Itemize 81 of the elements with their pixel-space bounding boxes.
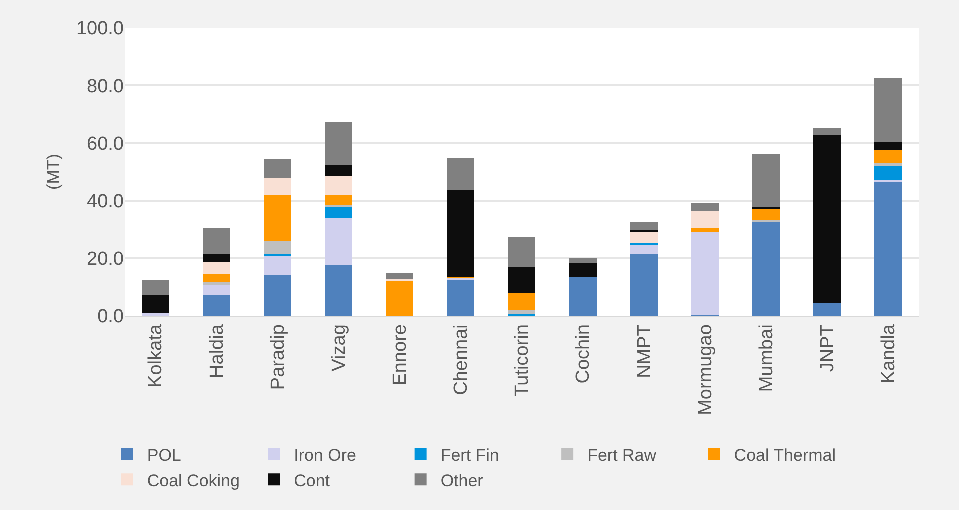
bar <box>264 256 292 276</box>
bar <box>447 280 475 316</box>
bar <box>142 280 170 296</box>
y-tick-label: 60.0 <box>87 134 124 155</box>
bar <box>691 203 719 212</box>
bar <box>874 150 902 164</box>
bar <box>814 128 842 135</box>
bar <box>325 165 353 177</box>
bar <box>569 258 597 264</box>
bar <box>630 232 658 244</box>
legend-label: Coal Coking <box>147 471 240 490</box>
bar <box>814 304 842 316</box>
legend-label: Fert Fin <box>440 446 500 466</box>
bar <box>752 222 780 316</box>
bar <box>202 284 230 296</box>
bar <box>874 142 902 150</box>
bar <box>630 222 658 230</box>
bar <box>142 296 170 314</box>
bar <box>325 176 353 196</box>
y-tick-label: 20.0 <box>87 249 124 270</box>
bar <box>202 228 230 254</box>
y-axis-title: (MT) <box>44 154 64 190</box>
y-tick-label: 0.0 <box>98 306 124 328</box>
bar <box>508 294 536 311</box>
bar <box>325 122 353 166</box>
x-tick-label: NMPT <box>634 324 656 378</box>
bar <box>691 211 719 228</box>
bar <box>202 262 230 274</box>
x-tick-label: Chennai <box>451 324 472 396</box>
bar <box>202 254 230 262</box>
bar <box>874 165 902 180</box>
bar <box>325 196 353 205</box>
x-tick-label: Haldia <box>206 324 228 378</box>
bar <box>264 196 292 241</box>
bar <box>630 254 658 316</box>
bar <box>752 209 780 220</box>
bar <box>202 274 230 283</box>
bar <box>264 160 292 179</box>
x-tick-label: Tuticorin <box>512 324 534 397</box>
x-tick-label: Paradip <box>268 324 289 390</box>
bar <box>386 280 414 316</box>
bar <box>264 275 292 316</box>
bar <box>508 237 536 268</box>
legend-label: POL <box>147 446 182 466</box>
x-tick-label: Vizag <box>328 324 350 372</box>
bar <box>447 190 475 278</box>
x-tick-label: Kandla <box>878 324 900 384</box>
legend-label: Fert Raw <box>588 446 658 466</box>
legend-label: Iron Ore <box>294 446 356 466</box>
bar <box>508 267 536 294</box>
bar <box>325 218 353 266</box>
legend-label: Coal Thermal <box>734 446 836 466</box>
bar <box>814 134 842 304</box>
legend-label: Other <box>440 471 484 490</box>
x-tick-label: Ennore <box>390 324 412 386</box>
y-tick-label: 80.0 <box>87 76 124 98</box>
bar <box>447 278 475 281</box>
x-tick-label: Cochin <box>573 324 594 384</box>
bar <box>691 232 719 316</box>
bar <box>569 264 597 277</box>
y-tick-label: 40.0 <box>87 191 124 212</box>
bar <box>325 206 353 218</box>
bar <box>874 78 902 142</box>
bar <box>264 240 292 254</box>
bar <box>325 265 353 316</box>
bar <box>569 276 597 316</box>
legend-label: Cont <box>294 471 330 490</box>
bar <box>202 296 230 316</box>
bar <box>874 182 902 316</box>
bar <box>508 310 536 314</box>
bar <box>447 158 475 190</box>
bar <box>630 244 658 254</box>
x-tick-label: Mumbai <box>756 324 778 392</box>
bar <box>386 273 414 279</box>
bar <box>691 228 719 232</box>
bar <box>264 178 292 196</box>
x-tick-label: Kolkata <box>146 324 167 388</box>
bar <box>752 154 780 207</box>
y-tick-label: 100.0 <box>76 18 124 40</box>
x-tick-label: Mormugao <box>695 324 716 416</box>
x-tick-label: JNPT <box>818 324 839 372</box>
